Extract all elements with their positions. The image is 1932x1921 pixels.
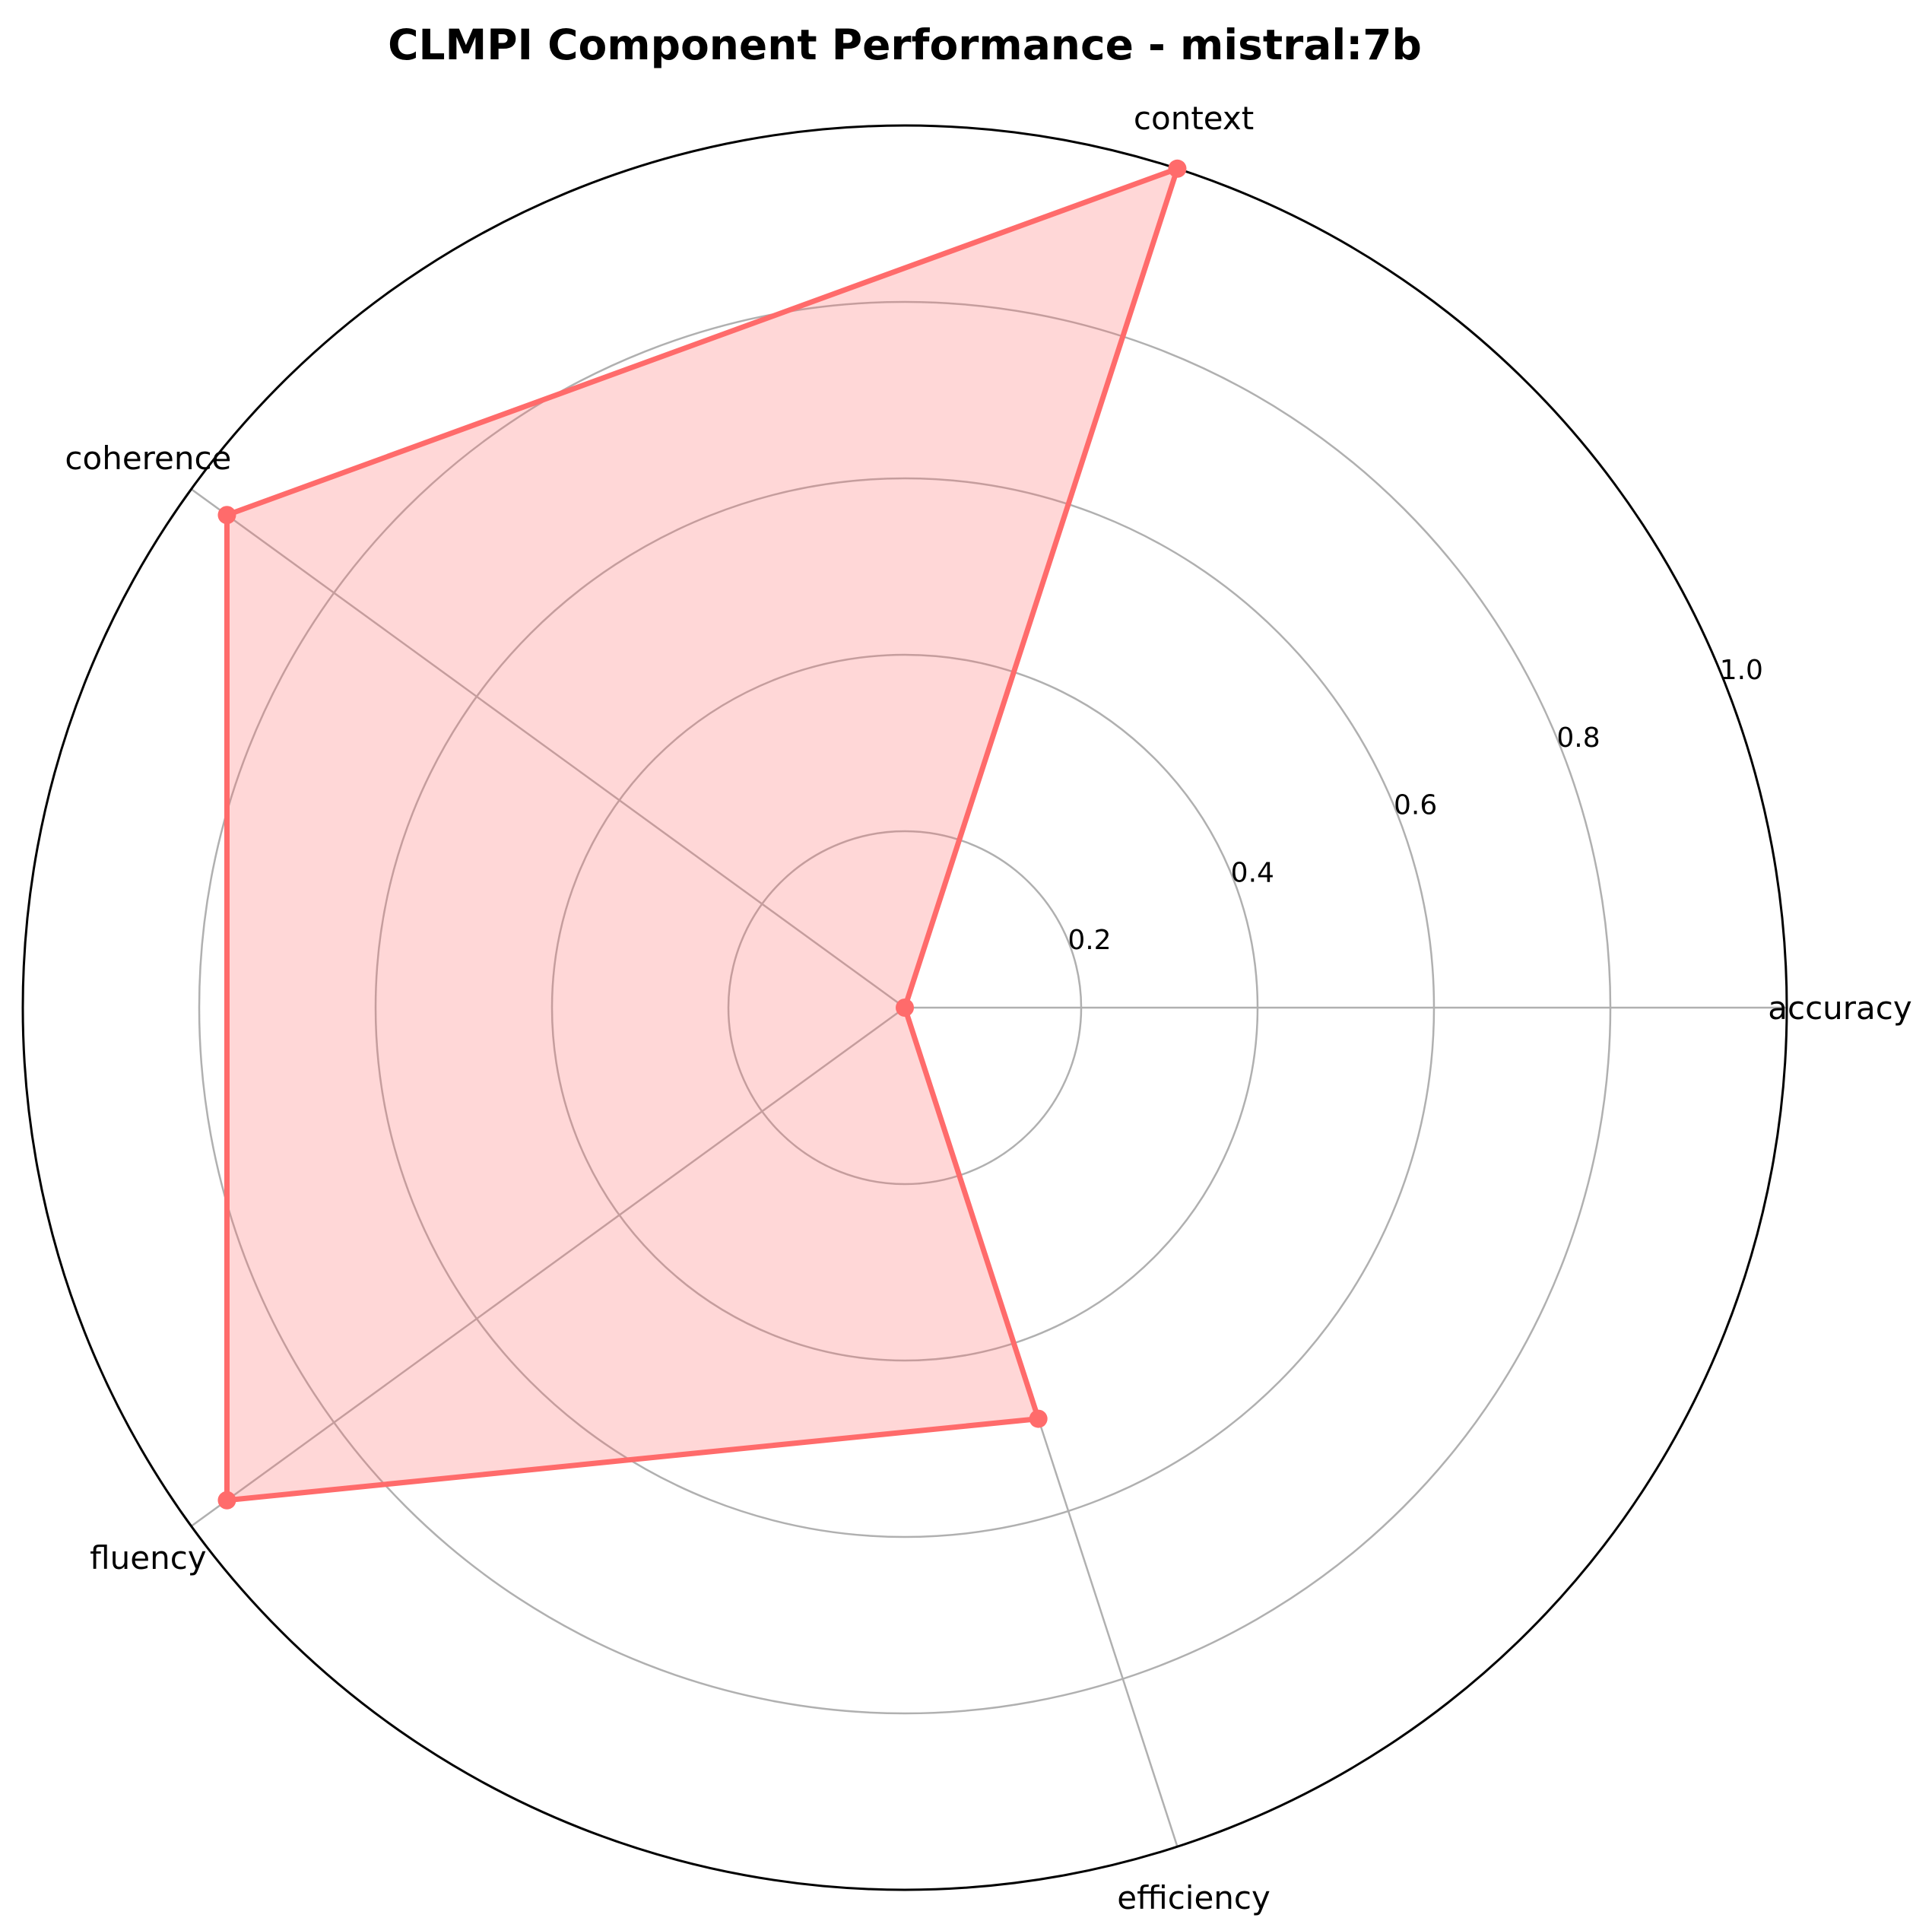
data-point-context: [1168, 159, 1187, 178]
data-point-coherence: [217, 506, 236, 525]
r-tick-label: 0.6: [1394, 790, 1437, 821]
series: [217, 159, 1187, 1510]
series-fill: [227, 168, 1178, 1500]
data-point-accuracy: [896, 999, 914, 1017]
data-point-fluency: [217, 1491, 236, 1510]
r-tick-label: 0.2: [1068, 925, 1111, 956]
radial-tick-labels: 0.2 0.4 0.6 0.8 1.0: [1068, 655, 1763, 956]
outer-frame: [21, 124, 1788, 1891]
spoke-fluency: [190, 1006, 906, 1527]
category-label-efficiency: efficiency: [1117, 1879, 1271, 1916]
r-tick-label: 1.0: [1720, 655, 1763, 686]
category-label-accuracy: accuracy: [1768, 989, 1912, 1027]
category-label-fluency: fluency: [90, 1539, 206, 1576]
category-label-coherence: coherence: [65, 440, 231, 477]
r-tick-label: 0.4: [1231, 857, 1274, 888]
chart-title: CLMPI Component Performance - mistral:7b: [388, 21, 1422, 69]
category-labels: accuracy context coherence fluency efficienc…: [65, 100, 1911, 1916]
series-line: [224, 166, 1180, 1503]
r-tick-label: 0.8: [1556, 722, 1600, 754]
data-point-efficiency: [1029, 1409, 1048, 1428]
spoke-coherence: [190, 488, 906, 1009]
category-label-context: context: [1134, 100, 1254, 137]
